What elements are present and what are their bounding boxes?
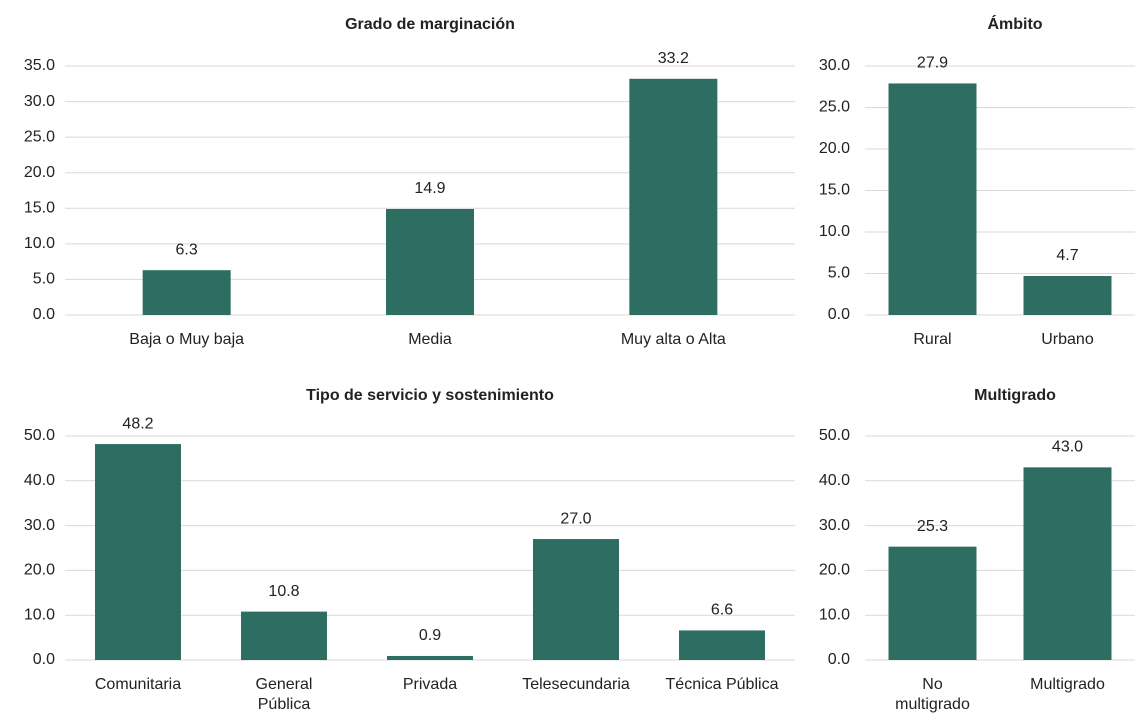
value-label: 25.3	[917, 518, 948, 535]
y-tick-label: 10.0	[819, 223, 850, 240]
y-tick-label: 25.0	[819, 99, 850, 116]
y-tick-label: 10.0	[24, 235, 55, 252]
x-tick-label-line: General	[256, 676, 313, 693]
value-label: 48.2	[122, 415, 153, 432]
bar	[142, 270, 231, 315]
bar	[386, 208, 474, 315]
y-tick-label: 0.0	[828, 306, 850, 323]
y-tick-label: 0.0	[828, 651, 850, 668]
x-tick-label: Media	[408, 331, 452, 348]
bar	[241, 611, 327, 660]
bar	[533, 539, 619, 660]
value-label: 27.0	[560, 510, 591, 527]
chart-title: Grado de marginación	[345, 16, 515, 33]
x-tick-label: No multigrado	[895, 676, 970, 713]
y-tick-label: 5.0	[828, 265, 850, 282]
bar	[679, 630, 765, 660]
y-tick-label: 20.0	[24, 562, 55, 579]
y-tick-label: 5.0	[33, 271, 55, 288]
value-label: 4.7	[1056, 247, 1078, 264]
x-tick-label-line: No	[922, 676, 943, 693]
value-label: 10.8	[268, 583, 299, 600]
value-label: 33.2	[658, 50, 689, 67]
y-tick-label: 50.0	[819, 427, 850, 444]
x-tick-label: Multigrado	[1030, 676, 1105, 693]
bar	[95, 444, 181, 660]
chart-title: Tipo de servicio y sostenimiento	[306, 387, 554, 404]
value-label: 6.3	[176, 241, 198, 258]
y-tick-label: 30.0	[819, 517, 850, 534]
y-tick-label: 10.0	[24, 606, 55, 623]
chart-title: Ámbito	[987, 14, 1042, 33]
bar	[1023, 275, 1112, 315]
x-tick-label-line: Pública	[258, 696, 311, 713]
y-tick-label: 20.0	[819, 562, 850, 579]
bar	[387, 655, 473, 660]
x-tick-label: Telesecundaria	[522, 676, 630, 693]
x-tick-label: Urbano	[1041, 331, 1094, 348]
y-tick-label: 40.0	[24, 472, 55, 489]
chart-title: Multigrado	[974, 387, 1056, 404]
y-tick-label: 30.0	[24, 517, 55, 534]
y-tick-label: 0.0	[33, 651, 55, 668]
x-tick-label-line: multigrado	[895, 696, 970, 713]
bar	[629, 78, 718, 315]
value-label: 0.9	[419, 627, 441, 644]
value-label: 43.0	[1052, 439, 1083, 456]
x-tick-label: Muy alta o Alta	[621, 331, 726, 348]
x-tick-label: Técnica Pública	[666, 676, 779, 693]
y-tick-label: 50.0	[24, 427, 55, 444]
y-tick-label: 25.0	[24, 128, 55, 145]
value-label: 6.6	[711, 602, 733, 619]
value-label: 14.9	[414, 180, 445, 197]
bar	[1023, 467, 1112, 660]
y-tick-label: 20.0	[24, 164, 55, 181]
x-tick-label: Privada	[403, 676, 457, 693]
value-label: 27.9	[917, 55, 948, 72]
bar	[888, 546, 977, 660]
x-tick-label: Comunitaria	[95, 676, 181, 693]
y-tick-label: 10.0	[819, 606, 850, 623]
y-tick-label: 15.0	[819, 182, 850, 199]
y-tick-label: 15.0	[24, 200, 55, 217]
y-tick-label: 35.0	[24, 57, 55, 74]
y-tick-label: 20.0	[819, 140, 850, 157]
x-tick-label: Baja o Muy baja	[129, 331, 244, 348]
y-tick-label: 40.0	[819, 472, 850, 489]
x-tick-label: General Pública	[256, 676, 313, 713]
y-tick-label: 30.0	[819, 57, 850, 74]
y-tick-label: 0.0	[33, 306, 55, 323]
x-tick-label: Rural	[913, 331, 951, 348]
y-tick-label: 30.0	[24, 93, 55, 110]
bar	[888, 83, 977, 316]
